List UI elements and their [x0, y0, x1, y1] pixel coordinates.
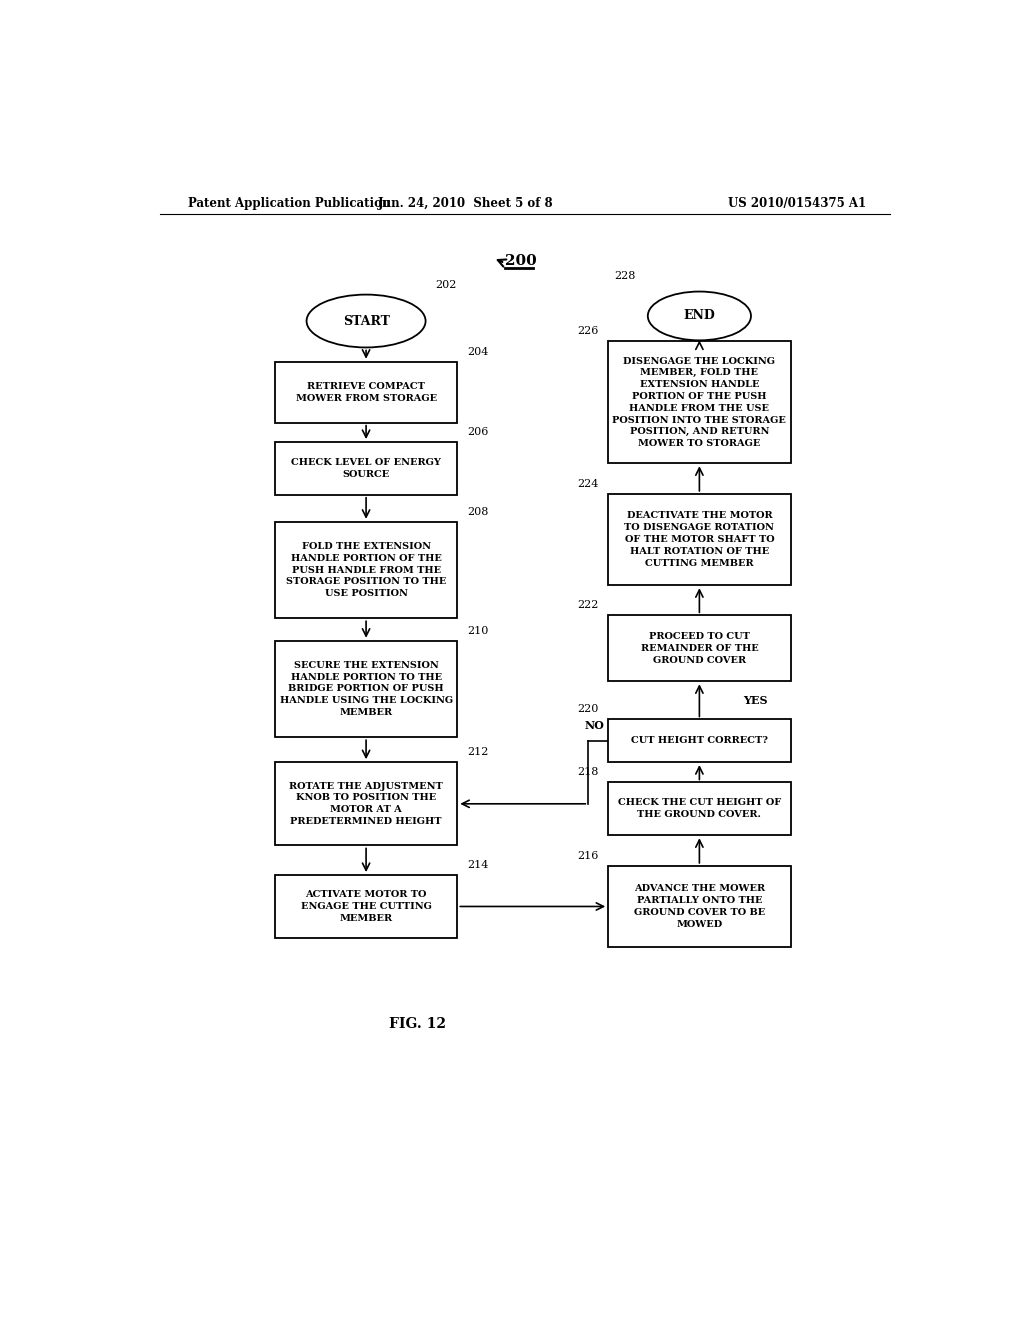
Text: 224: 224	[578, 479, 599, 488]
Ellipse shape	[306, 294, 426, 347]
Text: 210: 210	[467, 626, 488, 636]
Text: END: END	[683, 309, 716, 322]
Text: RETRIEVE COMPACT
MOWER FROM STORAGE: RETRIEVE COMPACT MOWER FROM STORAGE	[296, 381, 436, 403]
Text: Jun. 24, 2010  Sheet 5 of 8: Jun. 24, 2010 Sheet 5 of 8	[378, 197, 553, 210]
Text: 218: 218	[578, 767, 599, 777]
Text: PROCEED TO CUT
REMAINDER OF THE
GROUND COVER: PROCEED TO CUT REMAINDER OF THE GROUND C…	[641, 632, 758, 664]
FancyBboxPatch shape	[274, 762, 458, 846]
Text: 208: 208	[467, 507, 488, 516]
FancyBboxPatch shape	[608, 783, 791, 836]
Text: NO: NO	[585, 719, 604, 731]
Text: Patent Application Publication: Patent Application Publication	[187, 197, 390, 210]
Text: 220: 220	[578, 705, 599, 714]
Text: FOLD THE EXTENSION
HANDLE PORTION OF THE
PUSH HANDLE FROM THE
STORAGE POSITION T: FOLD THE EXTENSION HANDLE PORTION OF THE…	[286, 543, 446, 598]
Text: 204: 204	[467, 347, 488, 356]
FancyBboxPatch shape	[274, 442, 458, 495]
Text: US 2010/0154375 A1: US 2010/0154375 A1	[728, 197, 866, 210]
Text: CHECK THE CUT HEIGHT OF
THE GROUND COVER.: CHECK THE CUT HEIGHT OF THE GROUND COVER…	[617, 799, 781, 820]
Text: 228: 228	[614, 272, 636, 281]
Text: 226: 226	[578, 326, 599, 337]
Text: ROTATE THE ADJUSTMENT
KNOB TO POSITION THE
MOTOR AT A
PREDETERMINED HEIGHT: ROTATE THE ADJUSTMENT KNOB TO POSITION T…	[289, 781, 443, 826]
Text: 200: 200	[505, 255, 537, 268]
Text: CHECK LEVEL OF ENERGY
SOURCE: CHECK LEVEL OF ENERGY SOURCE	[291, 458, 441, 479]
Text: ADVANCE THE MOWER
PARTIALLY ONTO THE
GROUND COVER TO BE
MOWED: ADVANCE THE MOWER PARTIALLY ONTO THE GRO…	[634, 884, 765, 929]
FancyBboxPatch shape	[608, 615, 791, 681]
Ellipse shape	[648, 292, 751, 341]
Text: 202: 202	[435, 280, 457, 289]
FancyBboxPatch shape	[274, 640, 458, 738]
Text: 216: 216	[578, 850, 599, 861]
Text: 222: 222	[578, 601, 599, 610]
FancyBboxPatch shape	[274, 875, 458, 939]
Text: SECURE THE EXTENSION
HANDLE PORTION TO THE
BRIDGE PORTION OF PUSH
HANDLE USING T: SECURE THE EXTENSION HANDLE PORTION TO T…	[280, 661, 453, 717]
FancyBboxPatch shape	[274, 362, 458, 422]
Text: CUT HEIGHT CORRECT?: CUT HEIGHT CORRECT?	[631, 737, 768, 746]
FancyBboxPatch shape	[608, 342, 791, 463]
Text: 214: 214	[467, 859, 488, 870]
Text: DEACTIVATE THE MOTOR
TO DISENGAGE ROTATION
OF THE MOTOR SHAFT TO
HALT ROTATION O: DEACTIVATE THE MOTOR TO DISENGAGE ROTATI…	[625, 511, 774, 568]
FancyBboxPatch shape	[608, 719, 791, 762]
FancyBboxPatch shape	[274, 521, 458, 618]
FancyBboxPatch shape	[608, 494, 791, 585]
Text: DISENGAGE THE LOCKING
MEMBER, FOLD THE
EXTENSION HANDLE
PORTION OF THE PUSH
HAND: DISENGAGE THE LOCKING MEMBER, FOLD THE E…	[612, 356, 786, 449]
Text: 206: 206	[467, 426, 488, 437]
FancyBboxPatch shape	[608, 866, 791, 948]
Text: 212: 212	[467, 747, 488, 758]
Text: START: START	[343, 314, 389, 327]
Text: ACTIVATE MOTOR TO
ENGAGE THE CUTTING
MEMBER: ACTIVATE MOTOR TO ENGAGE THE CUTTING MEM…	[301, 890, 431, 923]
Text: YES: YES	[743, 694, 768, 706]
Text: FIG. 12: FIG. 12	[389, 1018, 446, 1031]
